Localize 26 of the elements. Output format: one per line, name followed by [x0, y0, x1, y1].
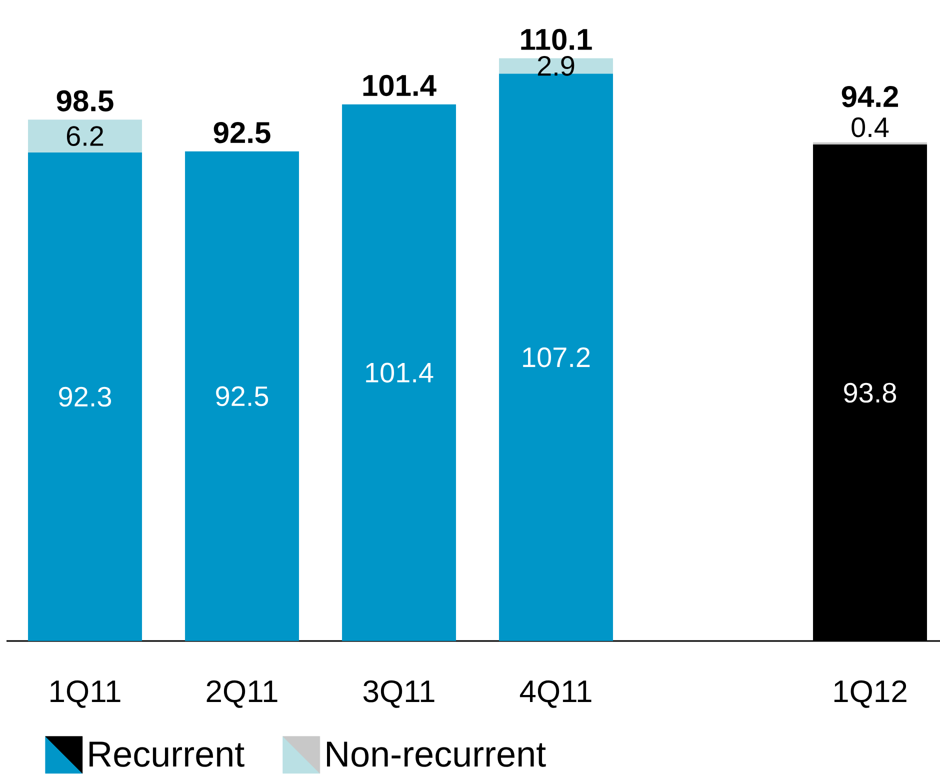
x-tick-label: 1Q12 [834, 680, 906, 708]
legend-label: Recurrent [90, 742, 244, 767]
legend-label: Non-recurrent [327, 742, 546, 767]
data-label: 107.2 [523, 347, 590, 368]
total-label: 94.2 [842, 86, 898, 108]
data-label: 6.2 [66, 126, 104, 146]
bar [28, 152, 142, 641]
x-tick-label: 2Q11 [206, 680, 278, 708]
data-label: 0.4 [852, 117, 889, 138]
total-label: 98.5 [56, 90, 114, 112]
total-label: 110.1 [521, 28, 592, 50]
bar [813, 142, 927, 145]
bar [342, 104, 456, 641]
data-label: 93.8 [844, 382, 896, 403]
x-tick-label: 3Q11 [363, 680, 434, 708]
x-tick-label: 1Q11 [50, 680, 120, 708]
total-label: 92.5 [214, 122, 270, 144]
data-label: 92.3 [59, 386, 112, 407]
total-label: 101.4 [363, 74, 436, 96]
x-tick-label: 4Q11 [520, 680, 592, 708]
data-label: 101.4 [366, 362, 434, 383]
data-label: 92.5 [216, 386, 268, 406]
bar [185, 151, 299, 641]
bar [499, 58, 613, 74]
data-label: 2.9 [538, 56, 574, 76]
bar [28, 120, 142, 152]
